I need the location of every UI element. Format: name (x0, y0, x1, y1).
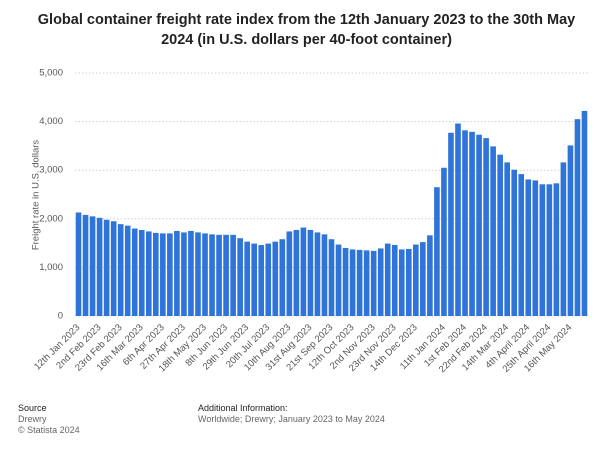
bar (202, 233, 208, 316)
bar (75, 212, 82, 316)
bar (138, 229, 145, 316)
y-tick-label: 4,000 (39, 116, 63, 127)
bar (286, 231, 293, 316)
bar (209, 234, 215, 316)
bar (469, 131, 475, 316)
bar (188, 230, 194, 316)
info: Worldwide; Drewry; January 2023 to May 2… (198, 414, 385, 424)
bar (413, 244, 419, 316)
bar (314, 232, 321, 316)
info-title: Additional Information: (198, 403, 288, 413)
bar (272, 241, 279, 316)
y-tick-label: 5,000 (39, 68, 63, 79)
bar (117, 224, 124, 316)
bar (349, 249, 356, 316)
bar (532, 180, 539, 316)
y-axis-label: Freight rate in U.S. dollars (31, 140, 42, 251)
bar (441, 167, 447, 316)
bar (363, 250, 370, 316)
bar (483, 138, 489, 316)
bar (321, 234, 328, 316)
bar (174, 230, 180, 316)
copyright: © Statista 2024 (18, 425, 80, 435)
bar (328, 239, 335, 316)
source: Drewry (18, 414, 47, 424)
bar (546, 184, 553, 316)
source-title: Source (18, 403, 47, 413)
y-tick-label: 0 (58, 311, 63, 322)
bar (89, 216, 96, 316)
bar (82, 214, 89, 316)
bar (216, 234, 222, 316)
bar (258, 245, 265, 316)
bar (476, 134, 482, 316)
bar (455, 123, 461, 316)
bar (131, 228, 138, 316)
bar (124, 225, 131, 316)
bar (504, 162, 510, 316)
source-block: Source Drewry © Statista 2024 (18, 403, 80, 436)
info-block: Additional Information: Worldwide; Drewr… (198, 403, 385, 425)
bar (427, 235, 433, 316)
bar (293, 229, 300, 316)
bar (195, 232, 201, 316)
y-tick-label: 3,000 (39, 165, 63, 176)
bar (581, 110, 588, 317)
bar (300, 227, 307, 316)
bar (567, 145, 574, 316)
bar (251, 243, 258, 316)
bar (560, 162, 567, 316)
bar (335, 244, 342, 316)
y-tick-label: 2,000 (39, 213, 63, 224)
bar (342, 247, 349, 316)
y-tick-label: 1,000 (39, 262, 63, 273)
chart-title: Global container freight rate index from… (37, 12, 576, 48)
bar (539, 184, 546, 316)
bar (398, 249, 405, 316)
bar (356, 249, 363, 316)
bar (279, 239, 286, 316)
bar (160, 233, 166, 316)
bar (420, 242, 426, 316)
bar (525, 179, 532, 316)
bar (167, 233, 173, 316)
bar (448, 132, 454, 316)
bar (237, 238, 243, 316)
bar (110, 221, 117, 316)
bar (223, 234, 229, 316)
bar (181, 232, 187, 316)
bar (518, 174, 525, 316)
bar (405, 248, 412, 316)
bar (497, 154, 503, 316)
bar (265, 243, 272, 316)
bar (230, 234, 236, 316)
bar (490, 146, 496, 316)
bar (244, 241, 250, 316)
bar (370, 250, 377, 316)
bar (153, 232, 159, 316)
bar (462, 130, 468, 316)
bar (574, 119, 581, 316)
bar (434, 187, 440, 316)
bar (391, 245, 398, 316)
bar (553, 183, 560, 316)
bar (384, 243, 391, 316)
bar (96, 217, 103, 316)
bar (511, 169, 518, 316)
bar (307, 229, 314, 316)
bar (377, 248, 384, 316)
bar (103, 219, 110, 316)
bar (145, 231, 152, 316)
